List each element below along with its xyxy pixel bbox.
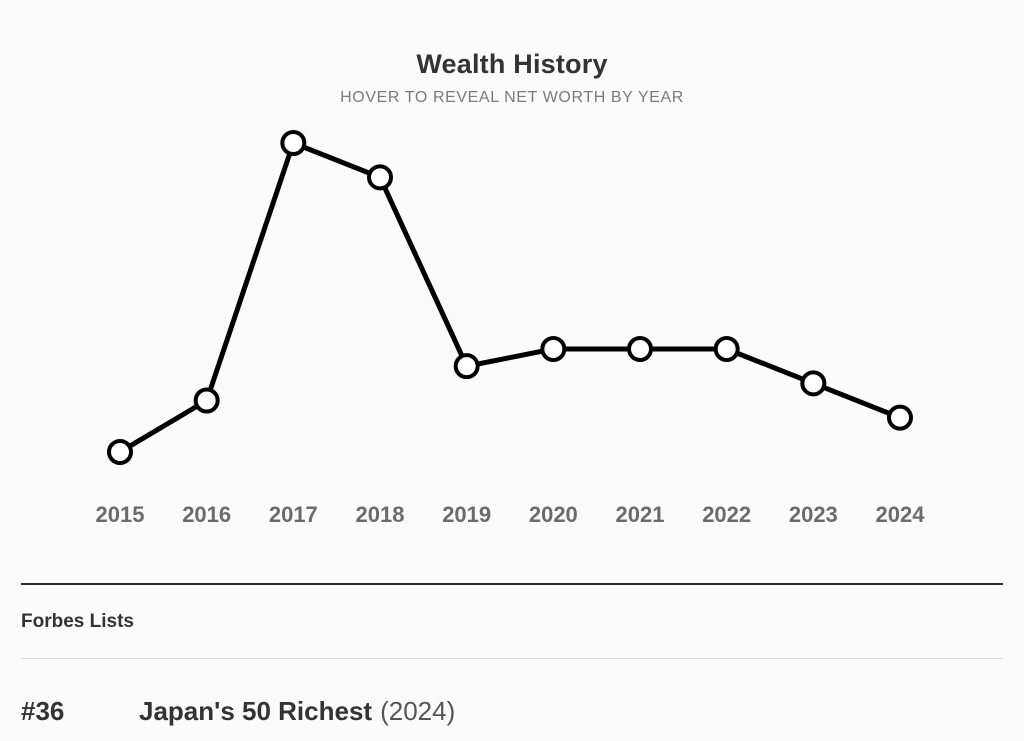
x-tick-label-2018: 2018 [356,502,405,527]
data-point-2022[interactable] [713,336,740,362]
x-tick-label-2015: 2015 [96,502,145,527]
data-point-2015[interactable] [107,439,133,465]
x-tick-label-2019: 2019 [442,502,491,527]
series-line [117,140,903,455]
x-tick-label-2020: 2020 [529,502,578,527]
data-point-2020[interactable] [540,336,567,362]
data-point-layer [107,130,913,465]
x-tick-label-2017: 2017 [269,502,318,527]
x-tick-label-2023: 2023 [789,502,838,527]
list-name-link[interactable]: Japan's 50 Richest (2024) [139,696,455,727]
x-tick-label-2021: 2021 [616,502,665,527]
forbes-list-item[interactable]: #36 Japan's 50 Richest (2024) [21,696,1003,736]
x-tick-label-2022: 2022 [702,502,751,527]
data-point-2023[interactable] [800,370,827,397]
series-line-layer [117,140,903,455]
data-point-2024[interactable] [887,404,913,431]
data-point-2018[interactable] [367,164,393,191]
data-point-2021[interactable] [627,336,653,362]
forbes-lists-heading: Forbes Lists [21,611,134,632]
x-axis-ticks: 2015 2016 2017 2018 2019 2020 2021 2022 2023 2024 [96,502,926,527]
list-year: (2024) [380,696,456,726]
data-point-2016[interactable] [193,387,220,414]
x-tick-label-2024: 2024 [876,502,926,527]
section-divider [21,583,1003,585]
list-rank: #36 [21,696,65,726]
list-name-text: Japan's 50 Richest [139,696,373,726]
data-point-2017[interactable] [280,130,307,156]
data-point-2019[interactable] [453,353,480,380]
list-divider [21,658,1003,659]
x-tick-label-2016: 2016 [182,502,231,527]
wealth-history-chart: 2015 2016 2017 2018 2019 2020 2021 2022 2023 2024 [96,130,926,527]
chart-subtitle: HOVER TO REVEAL NET WORTH BY YEAR [340,89,684,106]
chart-title: Wealth History [416,49,608,79]
